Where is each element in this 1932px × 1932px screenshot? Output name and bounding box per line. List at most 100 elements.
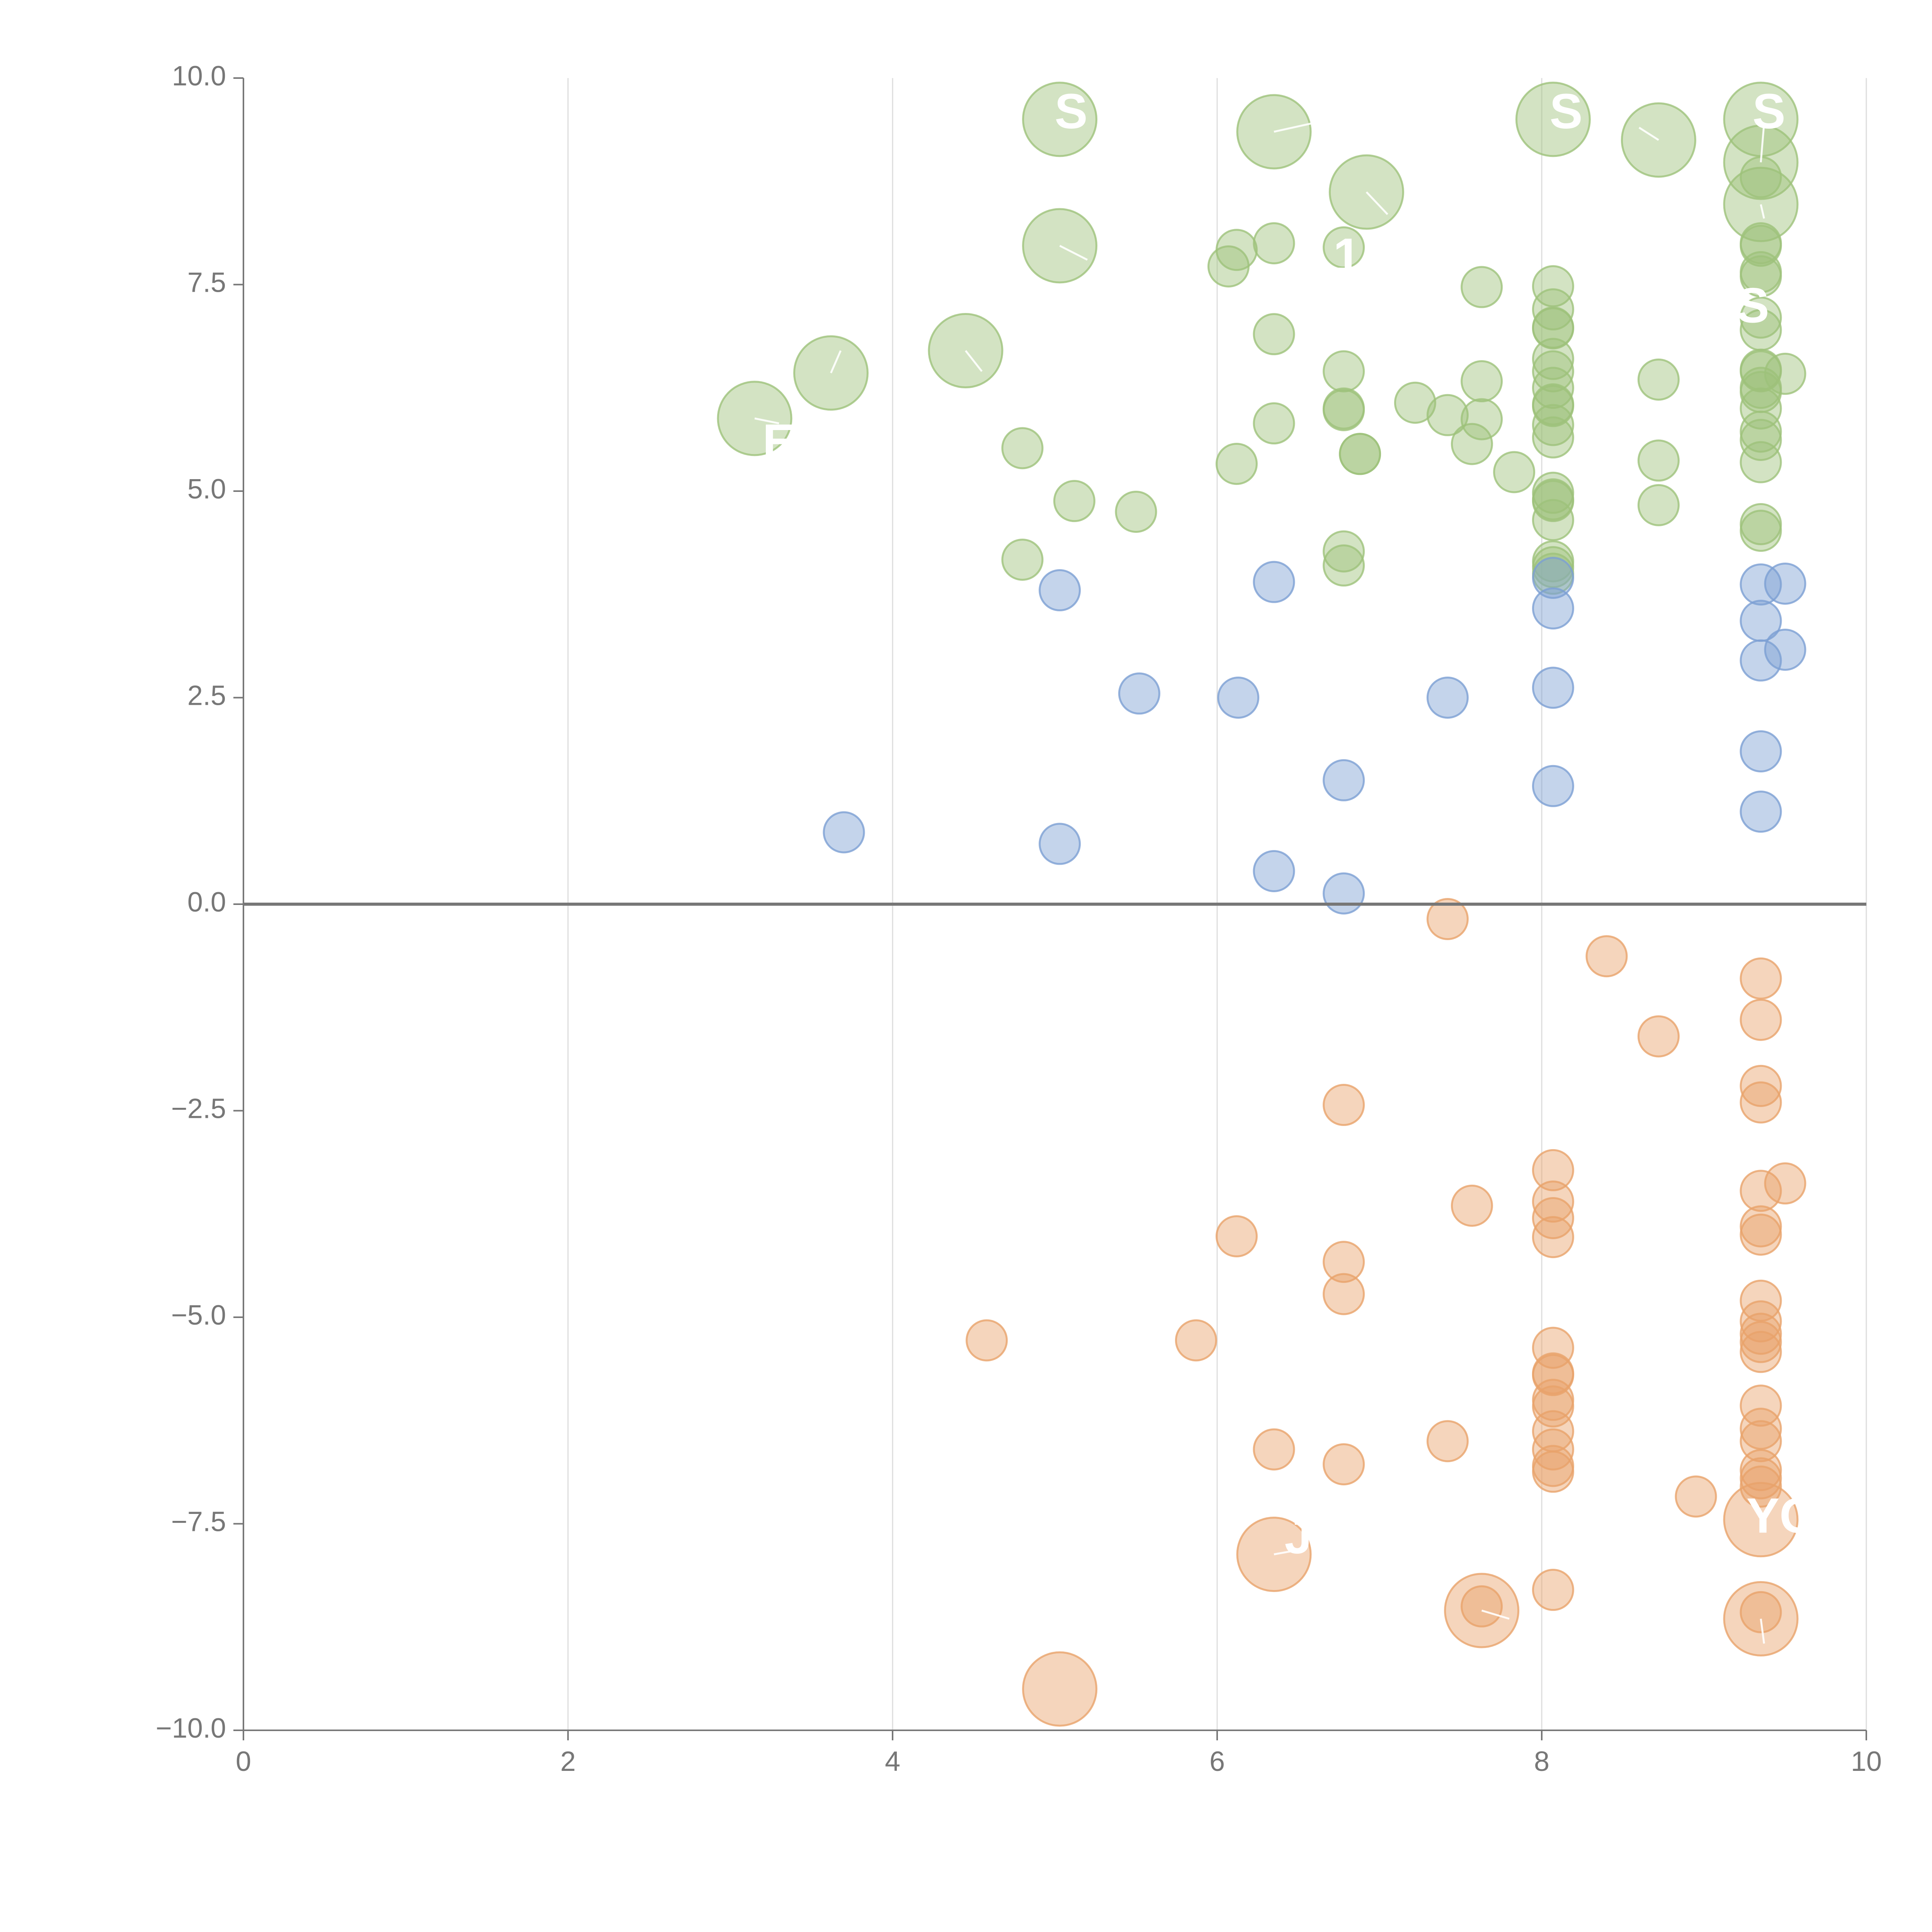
blue-bubble — [1217, 677, 1260, 719]
orange-bubble — [1323, 1241, 1365, 1283]
x-tick-label: 4 — [885, 1746, 900, 1777]
label-leader-line — [1366, 191, 1388, 215]
blue-bubble — [1426, 677, 1469, 719]
green-bubble — [1253, 222, 1295, 265]
green-bubble — [1532, 416, 1574, 459]
green-bubble — [1637, 484, 1680, 526]
orange-bubble — [1532, 1385, 1574, 1428]
green-bubble — [1253, 402, 1295, 445]
bubble-label: S — [1054, 84, 1087, 139]
bubble-label: YGO — [1747, 1488, 1857, 1544]
green-bubble — [1451, 423, 1493, 465]
orange-bubble — [1740, 1170, 1782, 1212]
green-bubble — [1740, 156, 1782, 199]
orange-bubble — [1740, 1213, 1782, 1256]
green-bubble — [1001, 538, 1044, 581]
green-bubble — [1053, 480, 1095, 522]
label-leader-line — [1760, 1619, 1765, 1644]
green-bubble — [1764, 352, 1806, 395]
green-bubble — [1740, 510, 1782, 552]
green-bubble — [1323, 350, 1365, 393]
orange-bubble — [1532, 1180, 1574, 1223]
blue-bubble — [1532, 765, 1574, 807]
label-leader-lines — [754, 122, 1765, 1644]
blue-bubble — [1740, 563, 1782, 606]
orange-bubble — [1451, 1184, 1493, 1227]
green-bubble — [1115, 490, 1157, 533]
green-bubble — [1426, 394, 1469, 436]
orange-bubble — [1461, 1585, 1503, 1628]
y-tick-label: −5.0 — [171, 1300, 226, 1331]
green-bubble — [1637, 358, 1680, 401]
green-bubble — [1323, 389, 1365, 431]
blue-bubble — [1532, 556, 1574, 599]
green-bubble — [1394, 381, 1436, 424]
label-leader-line — [1760, 204, 1765, 219]
y-tick-label: −7.5 — [171, 1507, 226, 1537]
orange-bubble — [1532, 1451, 1574, 1493]
green-bubble — [1532, 265, 1574, 308]
blue-bubble — [1532, 667, 1574, 709]
green-bubble — [1532, 499, 1574, 541]
y-tick-label: −10.0 — [156, 1713, 226, 1744]
x-tick-label: 2 — [560, 1746, 576, 1777]
orange-bubble — [1740, 1321, 1782, 1363]
orange-bubble — [1426, 1420, 1469, 1463]
blue-bubble — [823, 811, 865, 854]
orange-bubble — [1323, 1084, 1365, 1126]
bubble-label: S — [1549, 84, 1582, 139]
blue-bubble — [1323, 759, 1365, 801]
y-tick-label: −2.5 — [171, 1094, 226, 1124]
green-bubble — [1515, 82, 1591, 157]
blue-bubble — [1253, 850, 1295, 892]
green-bubble — [1215, 442, 1258, 485]
orange-bubble — [1532, 1149, 1574, 1191]
orange-bubble — [1764, 1162, 1806, 1205]
blue-bubble — [1323, 872, 1365, 915]
bubble-label: J — [1284, 1509, 1312, 1564]
x-tick-label: 10 — [1851, 1746, 1882, 1777]
orange-bubble — [1253, 1428, 1295, 1471]
orange-bubble — [1740, 1081, 1782, 1124]
orange-bubble — [1740, 957, 1782, 1000]
label-leader-line — [1274, 122, 1312, 133]
green-bubble — [1339, 433, 1381, 475]
label-leader-line — [1059, 245, 1088, 261]
green-bubble — [1493, 451, 1536, 493]
green-bubble — [1740, 387, 1782, 430]
green-bubble — [1215, 229, 1258, 271]
green-bubble — [1323, 226, 1365, 269]
green-bubble — [1461, 398, 1503, 440]
orange-bubble — [966, 1319, 1008, 1362]
blue-bubble — [1039, 823, 1081, 865]
x-tick-label: 0 — [236, 1746, 251, 1777]
orange-bubble — [1323, 1443, 1365, 1486]
axes: 0 2 4 6 8 10 10.0 7.5 5.0 2.5 0.0 −2.5 −5.0 −7.5 −10.0 — [156, 61, 1882, 1777]
green-bubble — [1532, 338, 1574, 380]
y-tick-label: 5.0 — [187, 474, 226, 505]
green-bubble — [1740, 255, 1782, 298]
label-leader-line — [965, 350, 983, 372]
orange-bubble — [1175, 1319, 1217, 1362]
x-tick-label: 6 — [1209, 1746, 1225, 1777]
orange-bubble — [1740, 1591, 1782, 1633]
orange-bubble — [1426, 898, 1469, 940]
green-bubble — [1637, 439, 1680, 482]
orange-bubble — [1532, 1569, 1574, 1611]
green-bubble — [1532, 385, 1574, 427]
orange-bubble — [1323, 1273, 1365, 1315]
label-leader-line — [1274, 1548, 1307, 1556]
bubble-label: 1 — [1333, 228, 1361, 284]
blue-bubble — [1740, 791, 1782, 833]
orange-bubble — [1637, 1015, 1680, 1058]
green-bubble — [1532, 288, 1574, 331]
blue-bubble — [1532, 587, 1574, 630]
y-tick-label: 2.5 — [187, 680, 226, 711]
green-bubble — [1532, 350, 1574, 393]
bubble-label: E — [762, 414, 795, 469]
y-tick-label: 7.5 — [187, 267, 226, 298]
green-bubble — [1532, 404, 1574, 446]
green-bubble — [1323, 530, 1365, 573]
x-tick-label: 8 — [1534, 1746, 1549, 1777]
